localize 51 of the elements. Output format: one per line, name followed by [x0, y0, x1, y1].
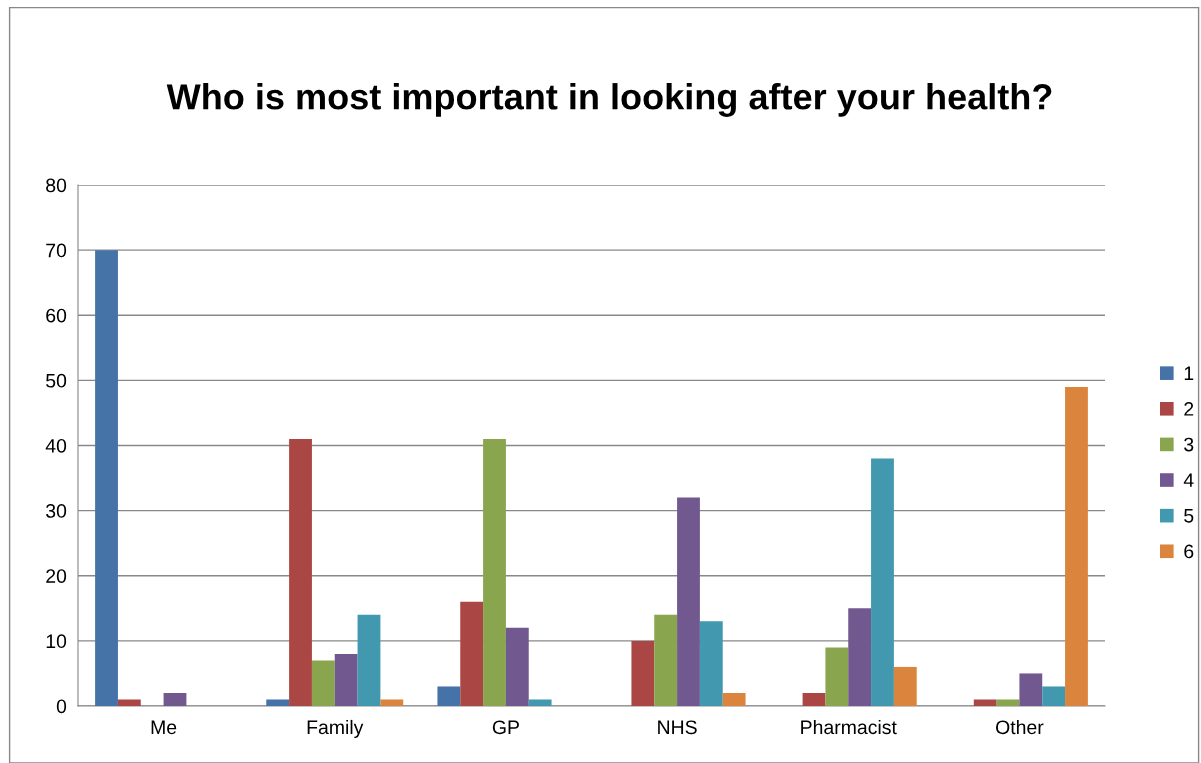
- bar: [825, 647, 849, 706]
- x-tick-label: Other: [996, 719, 1044, 735]
- chart-title: Who is most important in looking after your health?: [166, 83, 1052, 117]
- x-tick-label: Pharmacist: [801, 719, 897, 735]
- bar: [848, 608, 872, 706]
- bar: [996, 699, 1020, 706]
- bar: [289, 438, 312, 706]
- y-tick-label: 10: [46, 634, 67, 649]
- bar: [1065, 386, 1088, 706]
- bar: [722, 692, 746, 706]
- legend-label: 1: [1184, 366, 1194, 380]
- bar: [1042, 686, 1066, 706]
- bar: [483, 438, 506, 706]
- bar: [654, 614, 678, 706]
- bar: [802, 692, 826, 706]
- bar: [1019, 673, 1043, 706]
- bar: [357, 614, 381, 706]
- y-tick-label: 40: [45, 438, 67, 453]
- legend-label: 4: [1183, 473, 1194, 487]
- y-tick-label: 50: [46, 373, 67, 388]
- bar: [334, 653, 358, 706]
- bar: [117, 699, 141, 706]
- legend-label: 5: [1184, 509, 1194, 523]
- bar: [460, 601, 484, 706]
- legend-label: 3: [1184, 437, 1194, 452]
- y-tick-label: 70: [46, 243, 67, 258]
- x-tick-label: NHS: [658, 720, 697, 735]
- x-tick-label: Family: [307, 719, 364, 739]
- bar: [528, 699, 552, 706]
- legend-label: 2: [1184, 402, 1194, 416]
- bar: [871, 458, 894, 706]
- y-tick-label: 80: [46, 178, 67, 193]
- x-tick-label: GP: [492, 720, 519, 735]
- x-tick-label: Me: [151, 720, 177, 735]
- bar: [380, 699, 404, 706]
- bar: [437, 686, 461, 706]
- bar: [311, 660, 335, 706]
- bar: [973, 699, 997, 706]
- y-tick-label: 20: [46, 569, 67, 583]
- bar: [631, 640, 655, 706]
- legend-label: 6: [1184, 544, 1194, 559]
- bar: [266, 699, 290, 706]
- bar: [699, 621, 723, 706]
- bar: [163, 692, 187, 706]
- y-tick-label: 60: [46, 308, 67, 323]
- bar: [893, 666, 917, 706]
- y-tick-label: 30: [46, 504, 67, 518]
- bar: [505, 627, 529, 706]
- bar: [95, 250, 118, 706]
- bar: [677, 497, 700, 706]
- y-tick-label: 0: [56, 699, 67, 714]
